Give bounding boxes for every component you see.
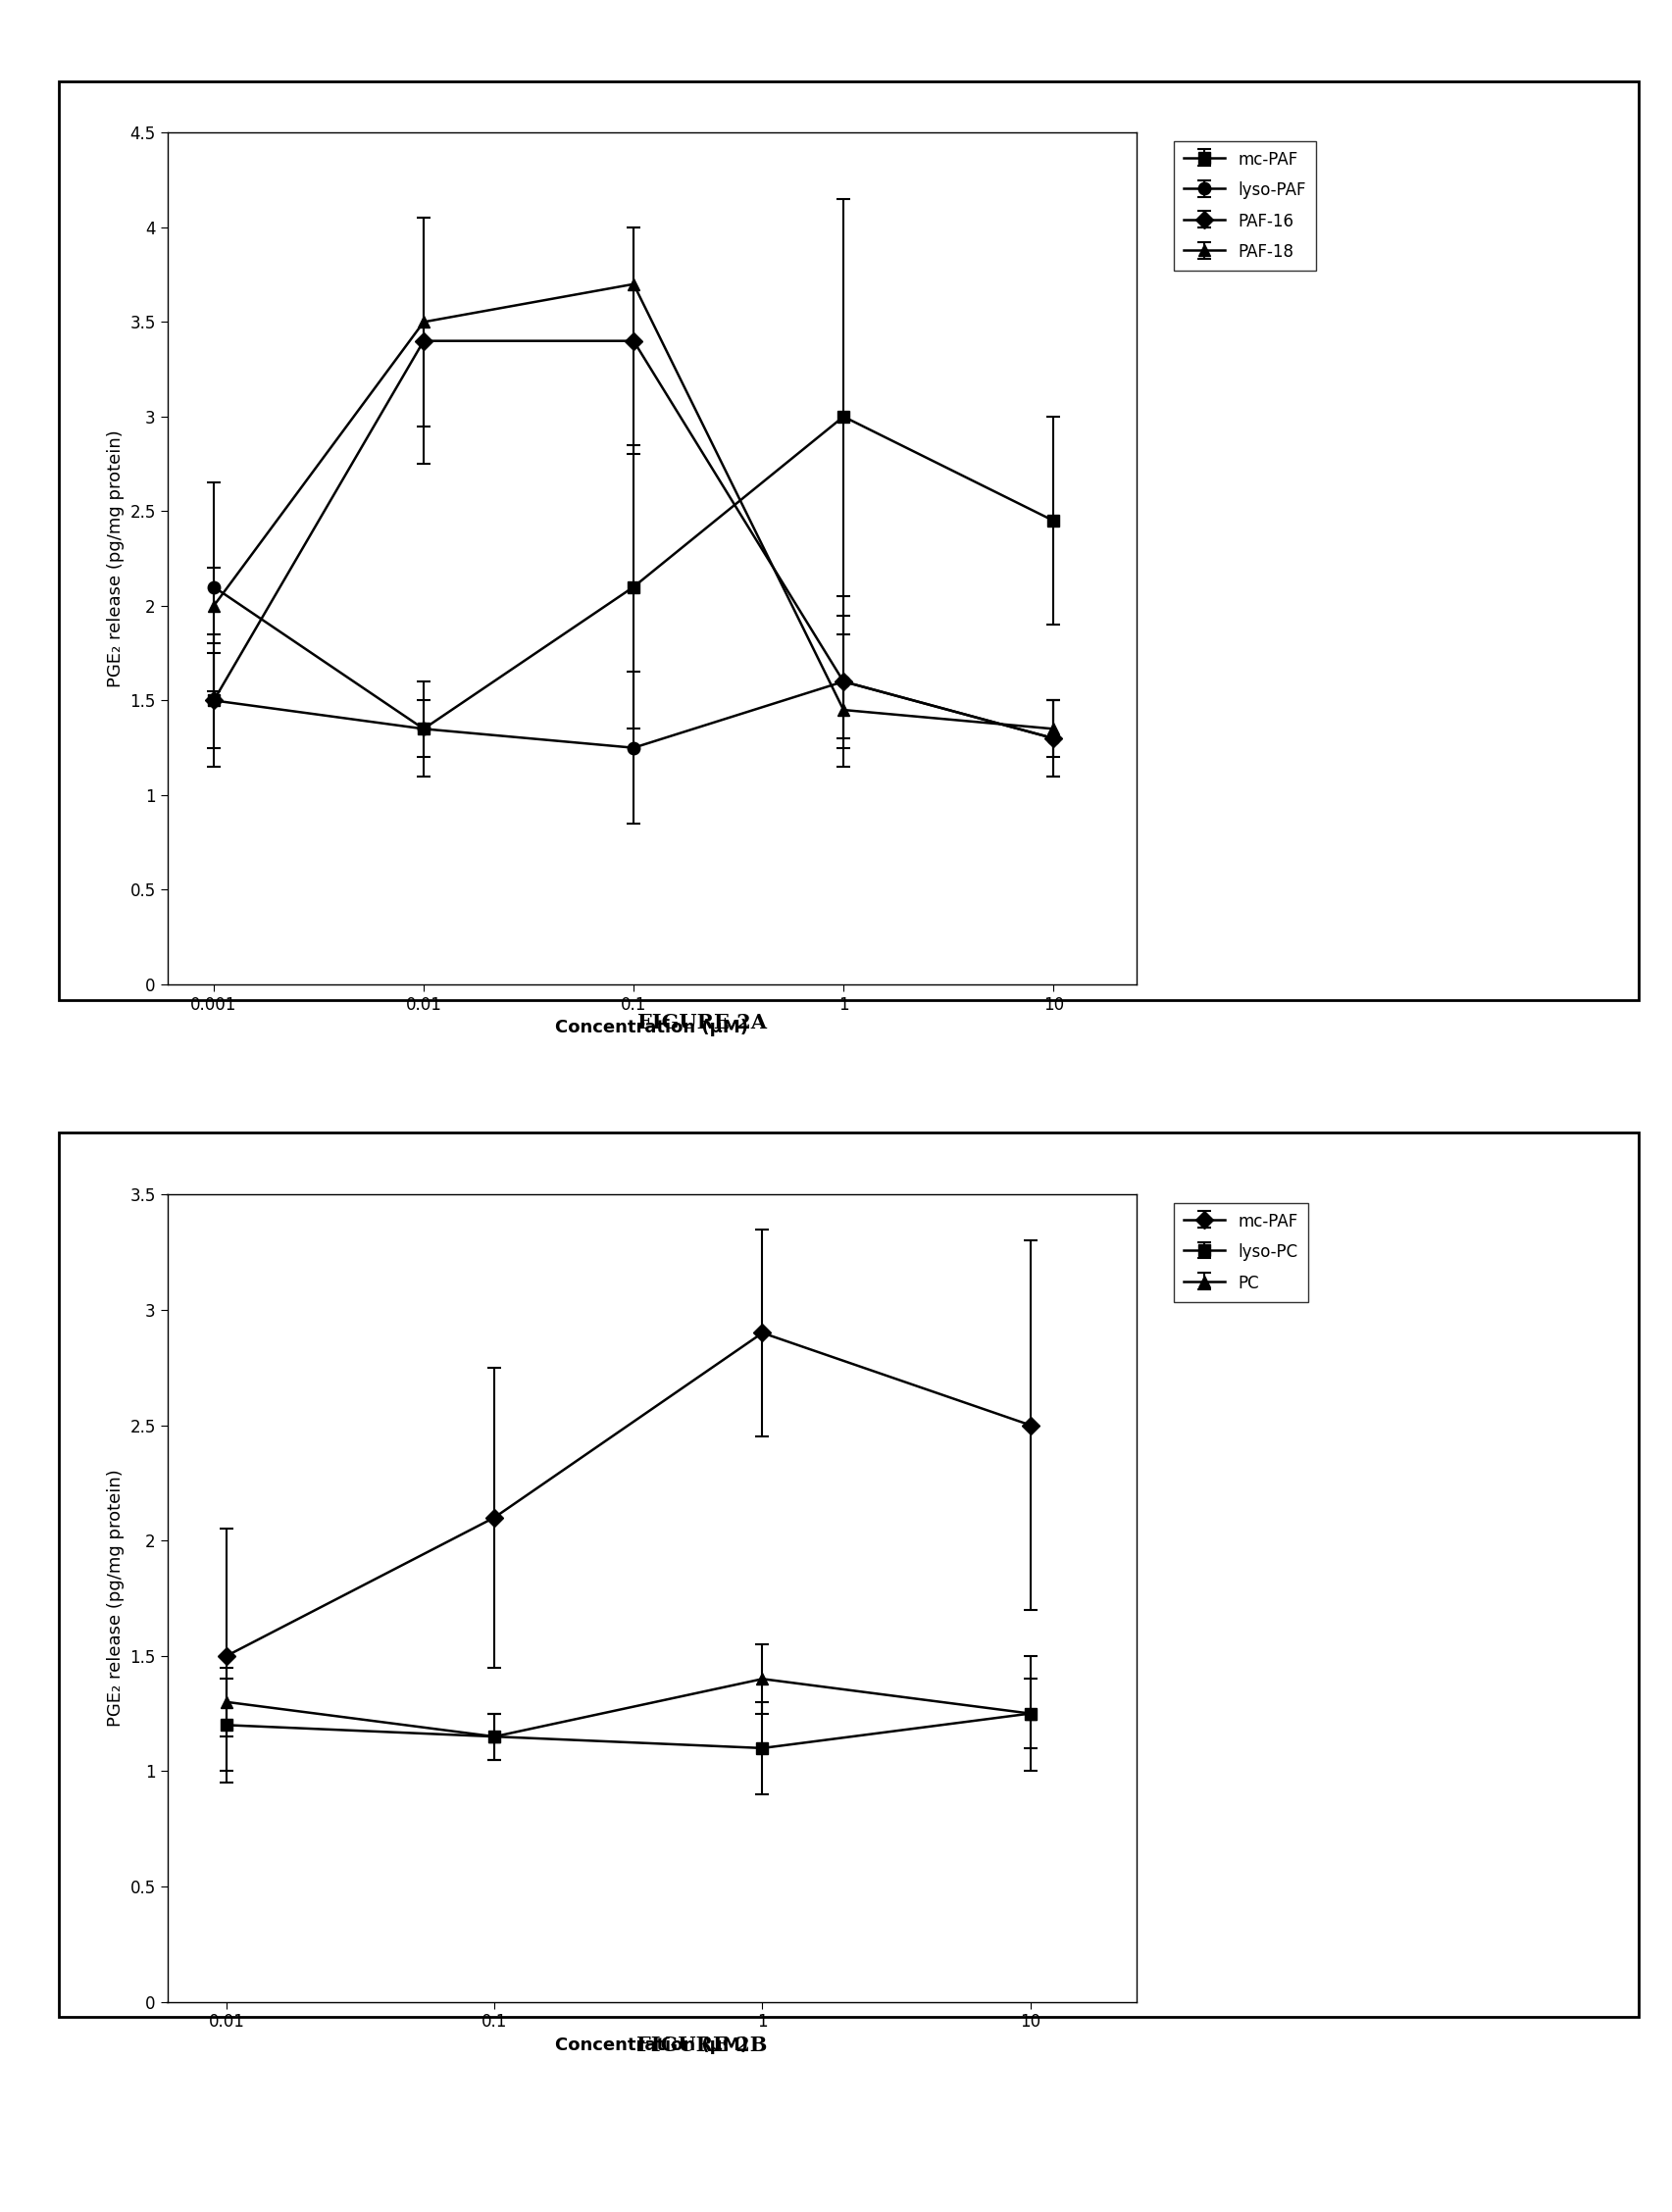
X-axis label: Concentration (μM): Concentration (μM) bbox=[555, 1020, 749, 1037]
Y-axis label: PGE₂ release (pg/mg protein): PGE₂ release (pg/mg protein) bbox=[107, 1469, 124, 1728]
Y-axis label: PGE₂ release (pg/mg protein): PGE₂ release (pg/mg protein) bbox=[107, 429, 124, 688]
Legend: mc-PAF, lyso-PC, PC: mc-PAF, lyso-PC, PC bbox=[1174, 1203, 1308, 1303]
X-axis label: Concentration (μM): Concentration (μM) bbox=[555, 2037, 749, 2055]
Legend: mc-PAF, lyso-PAF, PAF-16, PAF-18: mc-PAF, lyso-PAF, PAF-16, PAF-18 bbox=[1174, 142, 1316, 270]
Text: FIGURE 2B: FIGURE 2B bbox=[637, 2035, 767, 2055]
Text: FIGURE 2A: FIGURE 2A bbox=[637, 1013, 767, 1033]
